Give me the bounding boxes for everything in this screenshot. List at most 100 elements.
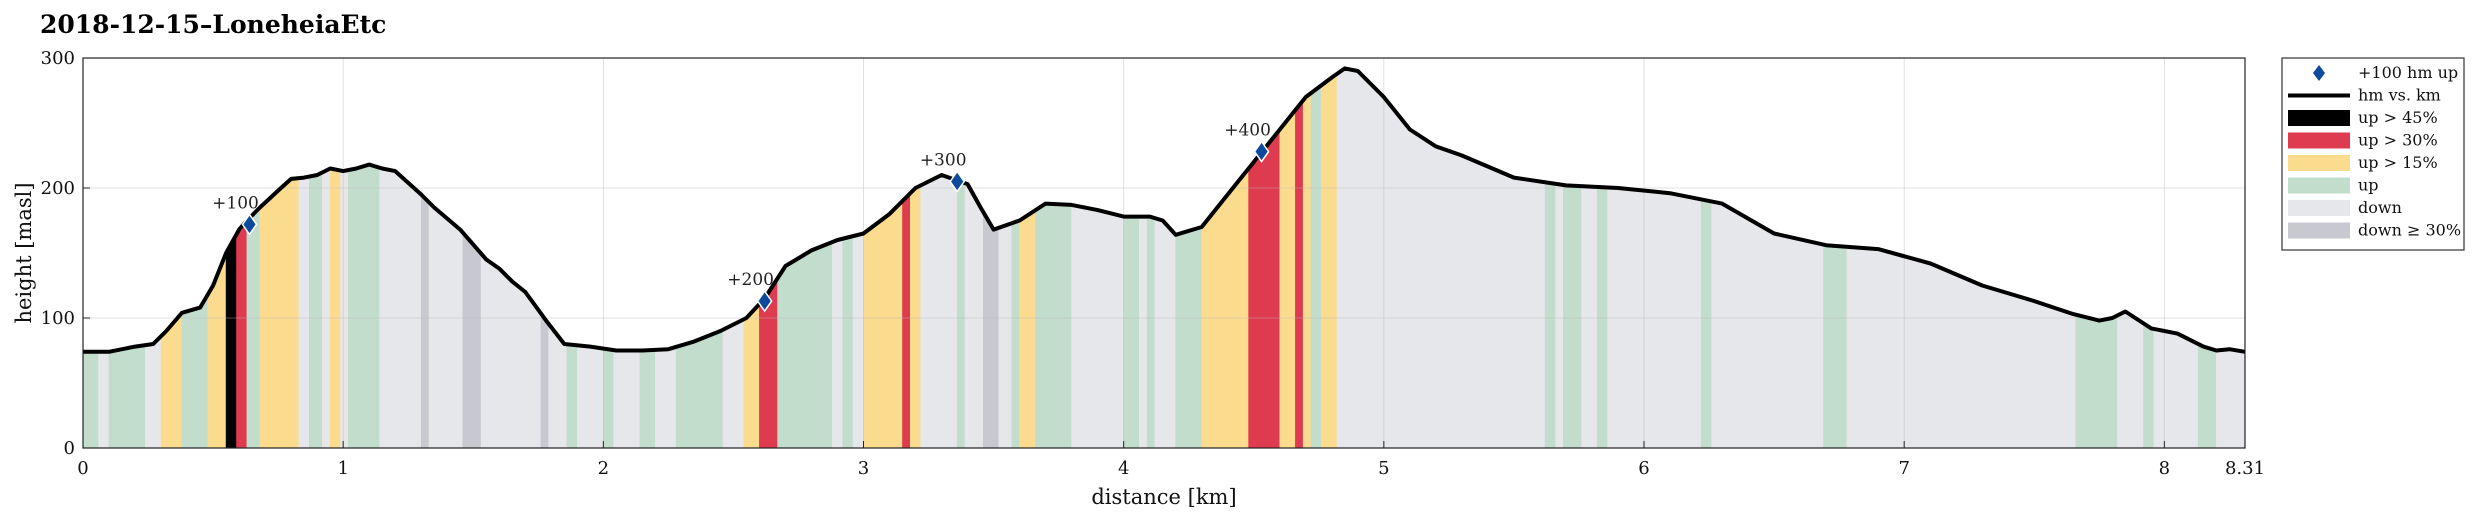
legend-swatch-marker — [2313, 65, 2325, 81]
segment-up15 — [1302, 92, 1312, 449]
segment-up — [1011, 220, 1020, 449]
x-tick-label: 5 — [1378, 458, 1389, 479]
legend-swatch-down30 — [2288, 222, 2350, 239]
y-axis-label: height [masl] — [12, 182, 36, 323]
x-tick-label: 0 — [77, 458, 88, 479]
x-tick-label: 7 — [1898, 458, 1909, 479]
segment-up — [675, 329, 724, 449]
profile-line — [83, 66, 2246, 354]
segment-up — [1563, 184, 1582, 449]
segment-down — [964, 182, 984, 449]
segment-up — [603, 348, 614, 449]
segment-down — [2117, 311, 2144, 449]
legend-label-up45: up > 45% — [2358, 108, 2438, 127]
segment-down — [322, 168, 331, 449]
segment-down — [1336, 68, 1546, 449]
segment-down — [1581, 185, 1598, 449]
segment-up15 — [863, 200, 903, 449]
segment-up — [1146, 216, 1156, 449]
segment-down — [379, 167, 422, 449]
segment-down — [852, 233, 864, 449]
segment-down — [428, 201, 464, 449]
segment-down — [98, 351, 110, 449]
segment-down — [722, 318, 745, 449]
legend-label-marker: +100 hm up — [2358, 63, 2458, 82]
segment-up15 — [329, 168, 341, 449]
segment-down — [920, 174, 958, 449]
segment-up — [108, 344, 146, 449]
segment-up — [842, 235, 854, 449]
hm-marker-label: +300 — [920, 151, 967, 171]
segment-up — [309, 171, 323, 449]
segment-down30 — [462, 231, 482, 449]
legend-label-down: down — [2358, 198, 2402, 217]
x-tick-label: 2 — [598, 458, 609, 479]
hm-marker — [241, 213, 258, 236]
legend-swatch-down — [2288, 200, 2350, 216]
hm-marker — [756, 289, 773, 313]
segment-down — [1071, 204, 1124, 449]
segment-up30 — [1295, 99, 1304, 449]
segment-up15 — [1279, 109, 1296, 449]
segment-up — [1544, 181, 1556, 449]
x-tick-label: 3 — [858, 458, 869, 479]
y-axis-ticks: 0 100 200 300 — [41, 48, 90, 459]
segment-up30 — [1248, 128, 1281, 449]
segment-up — [1596, 186, 1608, 449]
segment-up — [1823, 244, 1848, 449]
segment-down — [655, 346, 677, 449]
segment-down — [1711, 201, 1824, 449]
segment-up — [639, 349, 656, 449]
segment-down — [145, 335, 162, 449]
hm-marker-label: +200 — [727, 270, 774, 290]
segment-down — [832, 238, 843, 449]
segment-up — [1310, 84, 1322, 449]
legend: +100 hm up hm vs. km up > 45% up > 30% up > … — [2281, 57, 2465, 251]
hm-marker-label: +100 — [212, 193, 259, 213]
segment-up15 — [1321, 73, 1338, 449]
hm-markers: +100 +200 +300 +400 — [212, 121, 1271, 313]
segment-down — [1139, 216, 1148, 449]
gradient-segments — [82, 68, 2246, 449]
x-tick-label: 8 — [2159, 458, 2170, 479]
segment-up15 — [743, 303, 760, 449]
segment-up15 — [207, 252, 227, 449]
x-tick-label: 4 — [1118, 458, 1129, 479]
segment-down — [1555, 183, 1564, 449]
segment-up — [566, 343, 578, 449]
segment-up15 — [1201, 167, 1249, 449]
y-tick-label: 100 — [41, 308, 75, 329]
segment-up — [2197, 343, 2217, 449]
segment-down — [340, 169, 349, 449]
x-tick-label: 6 — [1638, 458, 1649, 479]
segment-up — [82, 351, 99, 449]
y-tick-label: 200 — [41, 178, 75, 199]
segment-down — [613, 349, 641, 449]
legend-swatch-up30 — [2288, 132, 2350, 149]
legend-label-up30: up > 30% — [2358, 131, 2438, 150]
segment-up — [777, 241, 833, 449]
segment-up — [1700, 199, 1712, 449]
segment-up — [1123, 216, 1140, 449]
segment-up — [1034, 203, 1072, 449]
segment-down — [998, 222, 1013, 449]
legend-swatch-up — [2288, 177, 2350, 194]
legend-swatch-up15 — [2288, 155, 2350, 171]
segment-down — [298, 176, 310, 449]
y-tick-label: 300 — [41, 48, 75, 69]
segment-up15 — [1019, 209, 1036, 449]
segment-down30 — [420, 193, 430, 449]
plot-frame — [82, 57, 2246, 449]
segment-up15 — [259, 177, 300, 449]
segment-up — [2075, 314, 2118, 449]
segment-up — [246, 206, 261, 449]
segment-up — [2143, 322, 2155, 449]
legend-label-up: up — [2358, 176, 2379, 195]
segment-down — [577, 344, 604, 449]
segment-up45 — [225, 233, 237, 449]
x-axis-ticks: 0 1 2 3 4 5 6 7 8 8.31 — [77, 441, 2265, 479]
legend-box — [2281, 57, 2465, 251]
legend-label-down30: down ≥ 30% — [2358, 221, 2461, 240]
segment-down — [2153, 328, 2199, 449]
segment-down30 — [540, 312, 549, 449]
